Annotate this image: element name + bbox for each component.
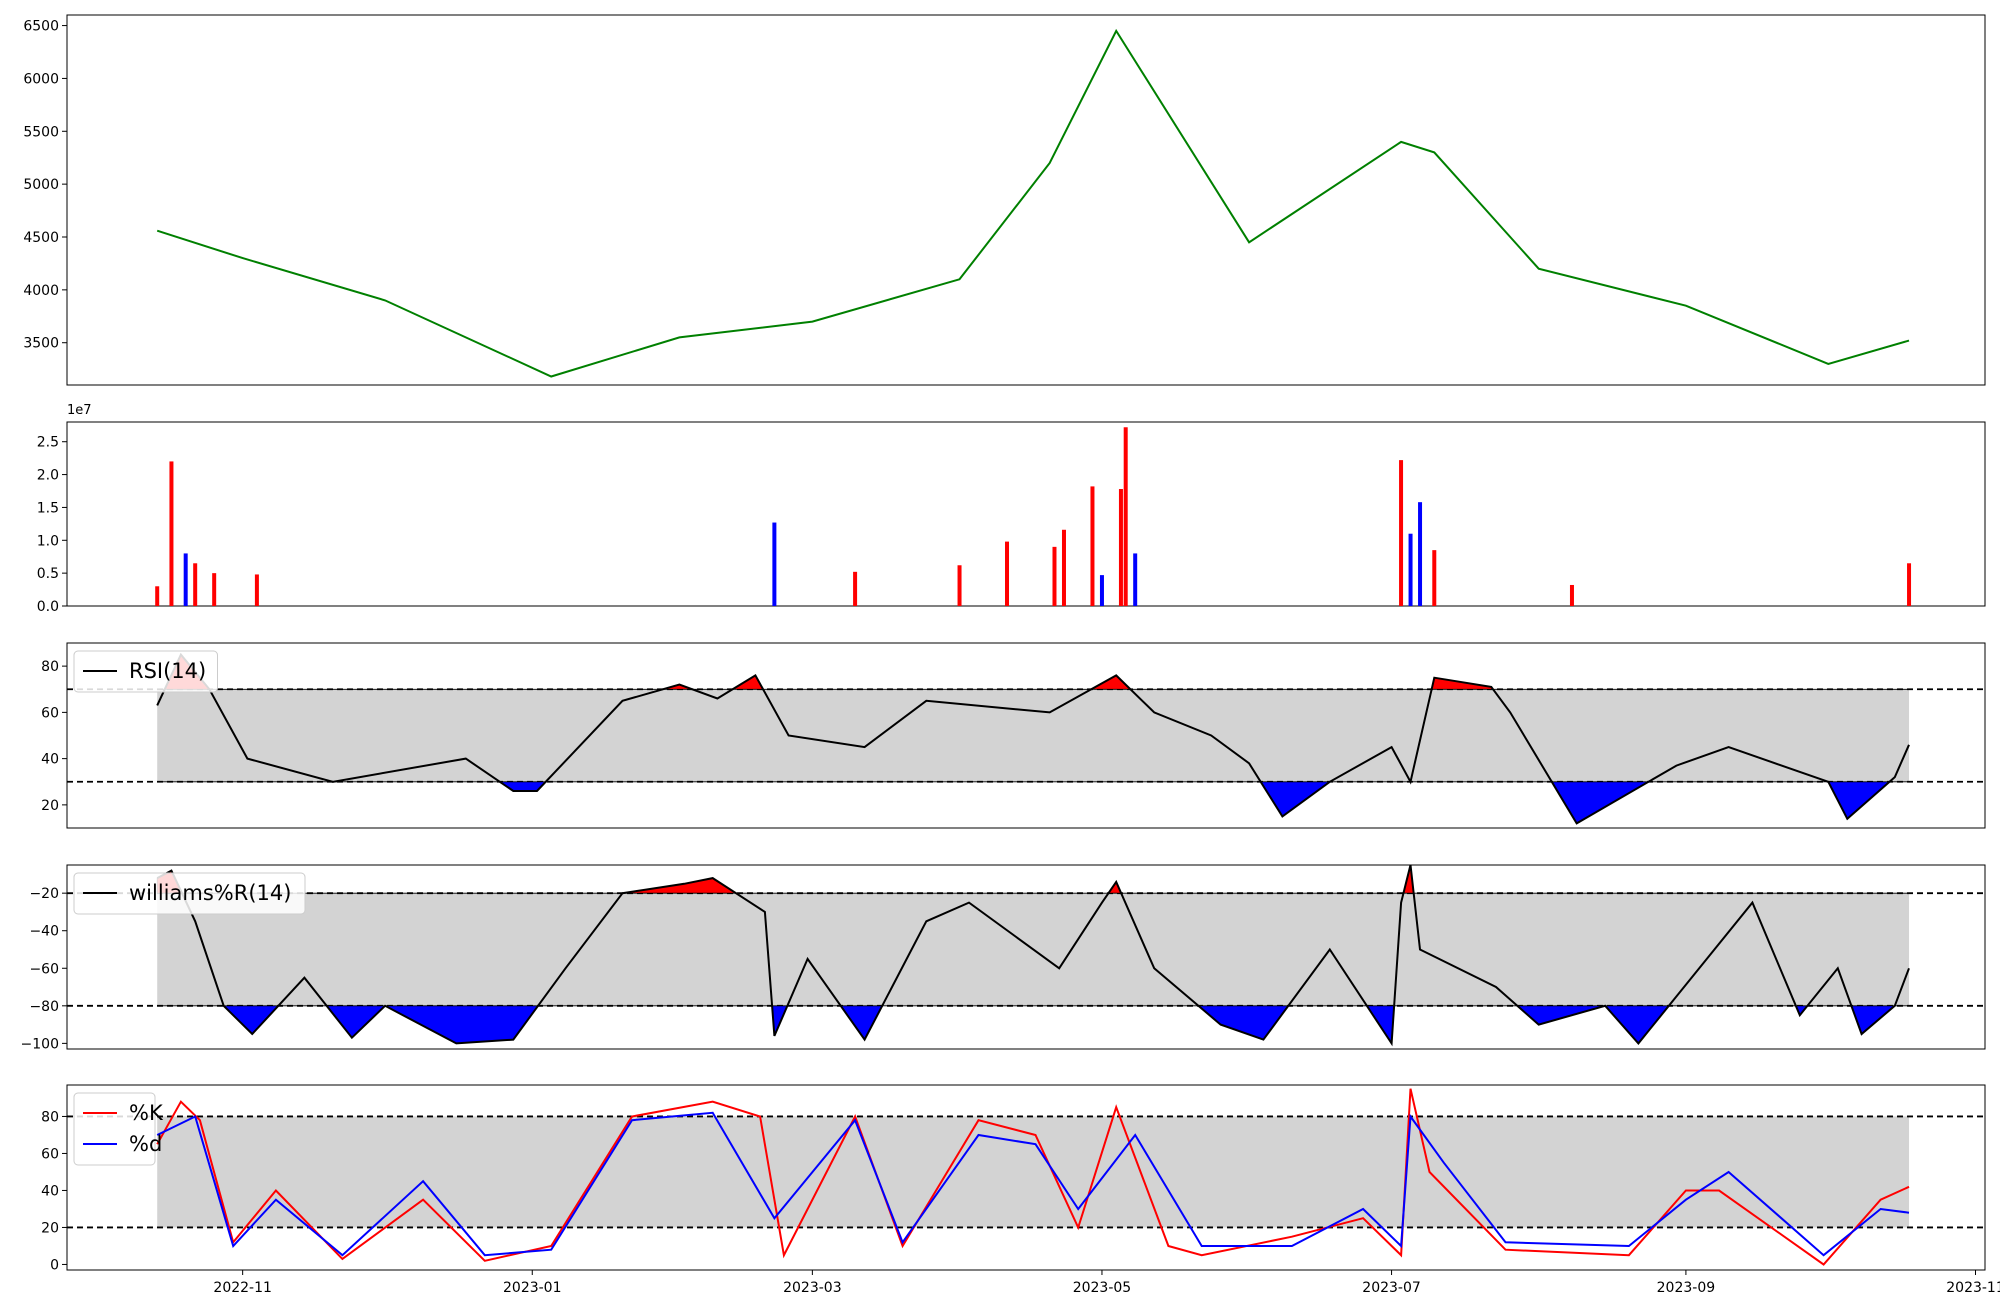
volume-bar <box>853 571 858 606</box>
volume-bar <box>155 586 160 606</box>
price-ytick-label: 5000 <box>23 177 59 193</box>
williams-panel: −20 −40 −60 −80 −100 williams%R(14) <box>21 864 1986 1052</box>
date-tick-label: 2023-09 <box>1657 1280 1716 1296</box>
volume-bar <box>1123 427 1128 606</box>
volume-bar <box>1118 489 1123 606</box>
volume-bar <box>957 565 962 606</box>
volume-ytick-label: 2.5 <box>37 435 59 451</box>
rsi-legend-label: RSI(14) <box>129 659 206 683</box>
price-line <box>156 28 1910 378</box>
date-axis: 2022-11 2023-01 2023-03 2023-05 2023-07 2023-… <box>213 1270 2000 1296</box>
price-ytick-label: 3500 <box>23 336 59 352</box>
williams-line <box>156 864 1910 1047</box>
rsi-line <box>156 652 1910 825</box>
volume-ytick-label: 1.5 <box>37 500 59 516</box>
williams-frame <box>66 864 1986 1050</box>
stochastic-panel: 0 20 40 60 80 %K %d <box>41 1084 1986 1273</box>
volume-frame <box>66 421 1986 607</box>
stochastic-legend-label: %K <box>129 1101 164 1125</box>
volume-bar <box>254 574 259 606</box>
volume-bar <box>1090 486 1095 606</box>
price-panel: 3500 4000 4500 5000 5500 6000 6500 <box>23 14 1986 386</box>
date-tick-label: 2023-05 <box>1073 1280 1132 1296</box>
stochastic-k-line <box>156 1088 1910 1266</box>
stochastic-d-line <box>156 1111 1910 1257</box>
volume-bar <box>212 573 217 606</box>
williams-ytick-label: −40 <box>29 924 59 940</box>
volume-bar <box>169 461 174 606</box>
date-tick-label: 2023-01 <box>503 1280 562 1296</box>
volume-bar <box>1418 502 1423 606</box>
volume-bar <box>193 563 198 606</box>
rsi-ytick-label: 20 <box>41 798 59 814</box>
volume-ytick-label: 0.0 <box>37 599 59 615</box>
volume-bar <box>1099 575 1104 606</box>
stochastic-ytick-label: 0 <box>50 1257 59 1273</box>
rsi-ytick-label: 80 <box>41 659 59 675</box>
volume-bar <box>183 553 188 606</box>
stochastic-legend-label: %d <box>129 1132 162 1156</box>
price-ytick-label: 5500 <box>23 124 59 140</box>
price-frame <box>66 14 1986 386</box>
williams-ytick-label: −80 <box>29 999 59 1015</box>
williams-legend-label: williams%R(14) <box>129 881 291 905</box>
volume-bar <box>1133 553 1138 606</box>
volume-bar <box>1907 563 1912 606</box>
date-tick-label: 2023-11 <box>1946 1280 2000 1296</box>
rsi-ytick-label: 40 <box>41 752 59 768</box>
stochastic-ytick-label: 20 <box>41 1220 59 1236</box>
price-ytick-label: 4000 <box>23 283 59 299</box>
stochastic-ytick-label: 40 <box>41 1183 59 1199</box>
volume-offset-label: 1e7 <box>67 403 92 418</box>
volume-panel: 0.0 0.5 1.0 1.5 2.0 2.5 1e7 <box>37 403 1986 615</box>
price-ytick-label: 6000 <box>23 71 59 87</box>
volume-bar <box>1432 550 1437 606</box>
stochastic-ytick-label: 80 <box>41 1109 59 1125</box>
volume-bar <box>1569 584 1574 606</box>
volume-bar <box>1061 529 1066 606</box>
volume-ytick-label: 2.0 <box>37 468 59 484</box>
stochastic-legend-box <box>73 1092 156 1166</box>
rsi-band <box>157 689 1910 782</box>
date-tick-label: 2023-07 <box>1362 1280 1421 1296</box>
rsi-frame <box>66 642 1986 829</box>
williams-legend-box <box>73 872 306 915</box>
volume-bar <box>1408 533 1413 606</box>
date-tick-label: 2023-03 <box>783 1280 842 1296</box>
williams-ytick-label: −60 <box>29 961 59 977</box>
volume-ytick-label: 1.0 <box>37 533 59 549</box>
rsi-legend-box <box>73 650 218 693</box>
volume-ytick-label: 0.5 <box>37 566 59 582</box>
rsi-ytick-label: 60 <box>41 705 59 721</box>
williams-ytick-label: −20 <box>29 886 59 902</box>
volume-bar <box>1052 546 1057 606</box>
stochastic-band <box>157 1116 1910 1228</box>
price-ytick-label: 4500 <box>23 230 59 246</box>
volume-bar <box>1005 541 1010 606</box>
volume-bar <box>1399 460 1404 606</box>
volume-bar <box>772 522 777 606</box>
date-tick-label: 2022-11 <box>213 1280 272 1296</box>
stochastic-ytick-label: 60 <box>41 1146 59 1162</box>
williams-ytick-label: −100 <box>21 1036 59 1052</box>
rsi-panel: 20 40 60 80 RSI(14) <box>41 642 1986 829</box>
price-ytick-label: 6500 <box>23 19 59 35</box>
stochastic-frame <box>66 1084 1986 1271</box>
